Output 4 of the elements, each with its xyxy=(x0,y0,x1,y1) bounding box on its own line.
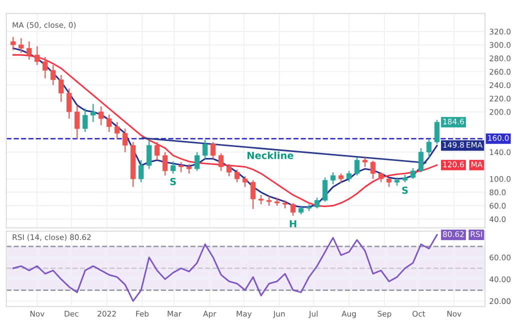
annotation: H xyxy=(290,220,296,228)
annotation: S xyxy=(402,186,408,194)
annotation: S xyxy=(170,178,176,186)
annotation: Neckline xyxy=(248,152,294,160)
